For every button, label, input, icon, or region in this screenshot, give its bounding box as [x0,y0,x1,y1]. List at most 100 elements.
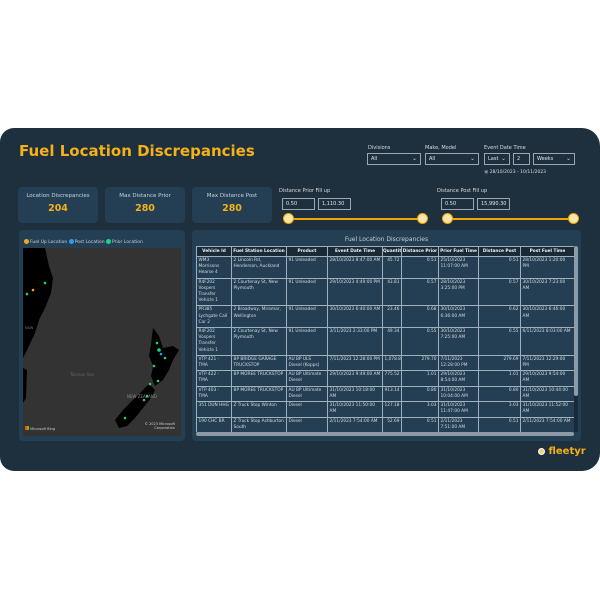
divisions-dropdown[interactable]: All ⌄ [367,153,421,165]
table-cell: Z Truck Stop Winton [231,401,287,419]
table-cell: 1.01 [401,370,439,387]
table-cell: 0.51 [401,417,439,432]
column-header[interactable]: Vehicle Id [196,246,232,257]
column-header[interactable]: Distance Post [478,246,521,257]
column-header[interactable]: Post Fuel Time [520,246,574,257]
table-cell: 3.03 [478,401,521,419]
legend-item[interactable]: Prior Location [106,239,143,245]
table-cell: AU BP Ultimate Diesel [286,370,328,387]
legend-item[interactable]: Fuel Up Location [24,239,68,245]
country-label: NEW ZEALAND [127,394,157,399]
data-table-viewport[interactable]: Vehicle Id Fuel Station Location Product Ev… [196,246,574,432]
table-cell: 30/10/2023 6:40:00 AM [327,305,383,329]
map-land [23,248,179,428]
make-model-label: Make, Model [425,145,457,151]
table-row[interactable]: 190 CHC BR Z Truck Stop Ashburton South Di… [196,417,574,432]
column-header[interactable]: Prior Fuel Time [438,246,479,257]
table-cell: Diesel [286,401,328,419]
post-min-input[interactable]: 0.50 [441,198,474,210]
table-cell: WM3 Morrisons Hearse 4 [196,256,232,279]
dropdown-value: All [429,156,436,162]
date-range-text: 28/10/2023 - 10/11/2023 [489,170,547,175]
table-row[interactable]: VTP 422 - TMA BP MOREE TRUCKSTOP AU BP Ult… [196,370,574,387]
vertical-scrollbar[interactable] [574,246,578,432]
table-cell: 91 Unleaded [286,277,328,307]
kpi-label: Max Distance Prior [119,193,171,199]
table-cell: 0.51 [401,256,439,279]
prior-max-input[interactable]: 1,110.30 [318,198,351,210]
prior-point [145,394,149,398]
table-cell: 28/10/2023 3:25:00 PM [438,277,479,307]
column-header[interactable]: Product [286,246,328,257]
table-cell: AU BP Ultimate Diesel [286,385,328,403]
relative-mode-dropdown[interactable]: Last ⌄ [484,153,510,165]
table-cell: 0.55 [401,327,439,356]
page-title: Fuel Location Discrepancies [19,142,255,160]
table-cell: 1.01 [478,370,521,387]
legend-label: Fuel Up Location [30,240,68,245]
bing-logo: Microsoft Bing [25,426,55,431]
date-range: ▣ 28/10/2023 - 10/11/2023 [484,170,546,175]
tasmania-landmass [23,368,27,403]
column-header[interactable]: Quantity [382,246,402,257]
prior-slider-min-handle[interactable] [283,213,294,224]
table-cell: AU BP ULS Diesel (Kopps) [286,354,328,372]
post-slider-min-handle[interactable] [442,213,453,224]
map-canvas[interactable]: Tasman Sea NEW ZEALAND NSW Microsoft Bin… [23,248,181,436]
table-row[interactable]: 351 DUN HHG Z Truck Stop Winton Diesel 31/1… [196,401,574,419]
legend-item[interactable]: Post Location [68,239,105,245]
prior-min-input[interactable]: 0.50 [282,198,315,210]
event-date-label: Event Date Time [484,145,526,151]
relative-count-input[interactable]: 2 [513,153,530,165]
table-cell: 0.62 [478,305,521,329]
table-cell: 2 Broadway, Miramar, Wellington [231,305,287,329]
table-cell: 3/11/2023 2:33:00 PM [327,327,383,356]
table-cell: 7/11/2023 12:28:00 PM [438,354,479,372]
column-header[interactable]: Fuel Station Location [231,246,287,257]
chevron-down-icon: ⌄ [469,155,475,162]
table-cell: 29/10/2023 9:49:00 AM [327,370,383,387]
dropdown-value: Weeks [537,156,554,162]
table-cell: 30/10/2023 6:46:00 AM [520,305,574,329]
table-cell: 30/10/2023 7:23:00 AM [520,277,574,307]
post-slider-track[interactable] [448,218,574,220]
prior-point [148,382,152,386]
table-cell: 2 Lincoln Rd, Henderson, Auckland [231,256,287,279]
table-cell: 52.69 [382,417,402,432]
post-max-input[interactable]: 15,990.30 [477,198,510,210]
relative-unit-dropdown[interactable]: Weeks ⌄ [533,153,575,165]
table-cell: 43.81 [382,277,402,307]
table-cell: BP MOREE TRUCKSTOP [231,385,287,403]
table-row[interactable]: VTP 403 - TMA BP MOREE TRUCKSTOP AU BP Ult… [196,385,574,403]
prior-slider-track[interactable] [289,218,423,220]
horizontal-scrollbar[interactable] [196,432,574,436]
prior-point [25,292,29,296]
table-cell: 0.80 [478,385,521,403]
table-row[interactable]: VTP 421 - TMA BP BRIDGE GARAGE TRUCKSTOP A… [196,354,574,372]
post-slider-max-handle[interactable] [568,213,579,224]
table-cell: 30/10/2023 7:25:00 AM [438,327,479,356]
table-cell: 3.03 [401,401,439,419]
table-cell: 2 Courtenay St, New Plymouth [231,327,287,356]
table-cell: 127.18 [382,401,402,419]
kpi-label: Max Distance Post [206,193,258,199]
table-cell: 45.72 [382,256,402,279]
column-header[interactable]: Distance Prior [401,246,439,257]
table-cell: VTP 421 - TMA [196,354,232,372]
column-header[interactable]: Event Date Time [327,246,383,257]
table-cell: 0.57 [478,277,521,307]
map-legend: Fuel Up Location Post Location Prior Loc… [24,239,143,245]
make-model-dropdown[interactable]: All ⌄ [425,153,479,165]
table-cell: BP MOREE TRUCKSTOP [231,370,287,387]
prior-point [43,281,47,285]
prior-point [157,348,161,352]
scrollbar-thumb[interactable] [574,246,578,396]
prior-slider-label: Distance Prior Fill up [279,188,331,194]
calendar-icon: ▣ [484,170,490,175]
table-cell: 2/11/2023 7:51:00 AM [438,417,479,432]
prior-slider-max-handle[interactable] [417,213,428,224]
